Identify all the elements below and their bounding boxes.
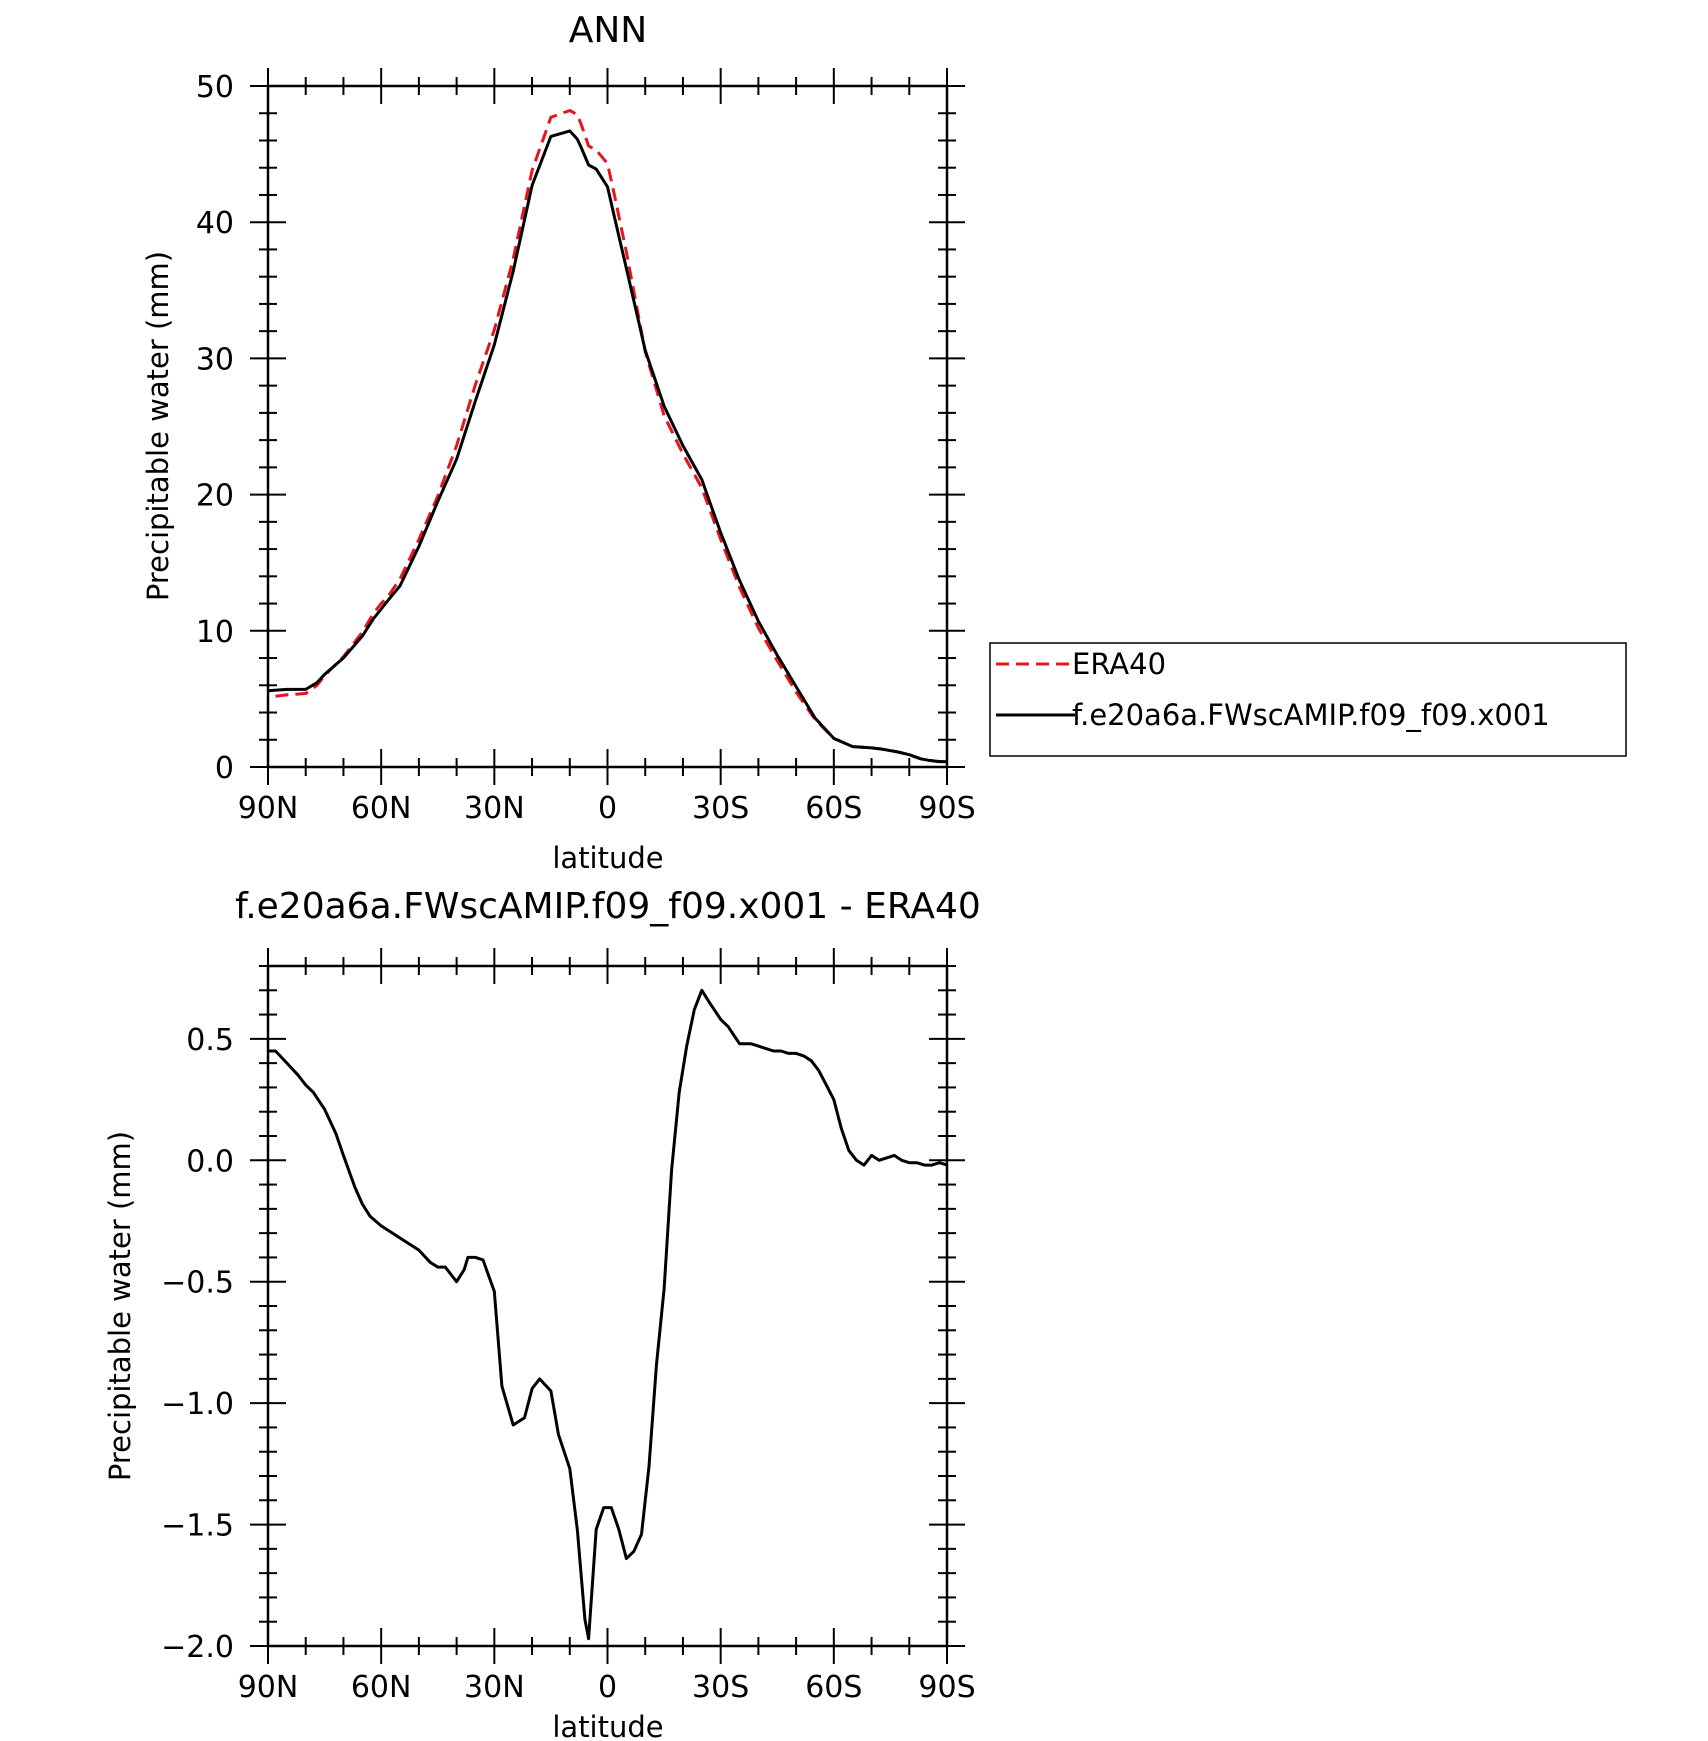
y-tick-label: −2.0 (161, 1630, 234, 1665)
y-tick-label: 50 (196, 70, 234, 105)
legend-box (989, 642, 1627, 757)
top-panel-series (267, 109, 947, 764)
bottom-panel-series (268, 988, 948, 1641)
top-panel-title: ANN (569, 10, 648, 51)
series-line-f.e20a6a.FWscAMIP.f09_f09.x001 (267, 129, 947, 764)
y-tick-label: 20 (196, 479, 234, 514)
top-panel-x-axis-label: latitude (552, 841, 663, 875)
series-line-difference (268, 988, 948, 1641)
y-tick-label: −1.5 (161, 1509, 234, 1544)
bottom-panel-frame (266, 964, 949, 1648)
top-panel-frame (266, 84, 949, 769)
y-tick-label: 30 (196, 342, 234, 377)
y-tick-label: 40 (196, 206, 234, 241)
top-panel-legend: ERA40 f.e20a6a.FWscAMIP.f09_f09.x001 (989, 642, 1627, 757)
x-tick-label: 60N (351, 791, 412, 826)
y-tick-label: 0.0 (186, 1144, 234, 1179)
top-panel-ticks (250, 68, 965, 785)
x-tick-label: 30S (692, 1670, 749, 1705)
x-tick-label: 90S (918, 1670, 975, 1705)
x-tick-label: 90N (238, 791, 299, 826)
y-tick-label: −0.5 (161, 1266, 234, 1301)
bottom-panel-x-tick-labels: 90N 60N 30N 0 30S 60S 90S (238, 1670, 976, 1705)
bottom-panel-title: f.e20a6a.FWscAMIP.f09_f09.x001 - ERA40 (235, 886, 981, 927)
y-tick-label: 10 (196, 615, 234, 650)
x-tick-label: 30S (692, 791, 749, 826)
legend-label: ERA40 (1072, 647, 1166, 681)
bottom-panel-x-axis-label: latitude (552, 1710, 663, 1741)
x-tick-label: 0 (598, 1670, 617, 1705)
top-panel: ANN 90N 60N 30N 0 30S 60S 90S 0 10 20 30 40 50 lati… (141, 10, 1627, 875)
x-tick-label: 90S (918, 791, 975, 826)
bottom-panel-y-tick-labels: −2.0 −1.5 −1.0 −0.5 0.0 0.5 (161, 1023, 234, 1665)
bottom-panel-ticks (250, 948, 965, 1664)
x-tick-label: 30N (464, 791, 525, 826)
x-tick-label: 60S (805, 791, 862, 826)
legend-label: f.e20a6a.FWscAMIP.f09_f09.x001 (1072, 698, 1550, 732)
x-tick-label: 60N (351, 1670, 412, 1705)
x-tick-label: 30N (464, 1670, 525, 1705)
x-tick-label: 90N (238, 1670, 299, 1705)
top-panel-x-tick-labels: 90N 60N 30N 0 30S 60S 90S (238, 791, 976, 826)
y-tick-label: −1.0 (161, 1387, 234, 1422)
top-panel-y-axis-label: Precipitable water (mm) (141, 251, 175, 601)
top-panel-y-tick-labels: 0 10 20 30 40 50 (196, 70, 234, 786)
x-tick-label: 0 (598, 791, 617, 826)
y-tick-label: 0.5 (186, 1023, 234, 1058)
bottom-panel: f.e20a6a.FWscAMIP.f09_f09.x001 - ERA40 9… (103, 886, 981, 1741)
y-tick-label: 0 (215, 751, 234, 786)
x-tick-label: 60S (805, 1670, 862, 1705)
bottom-panel-y-axis-label: Precipitable water (mm) (103, 1131, 137, 1481)
